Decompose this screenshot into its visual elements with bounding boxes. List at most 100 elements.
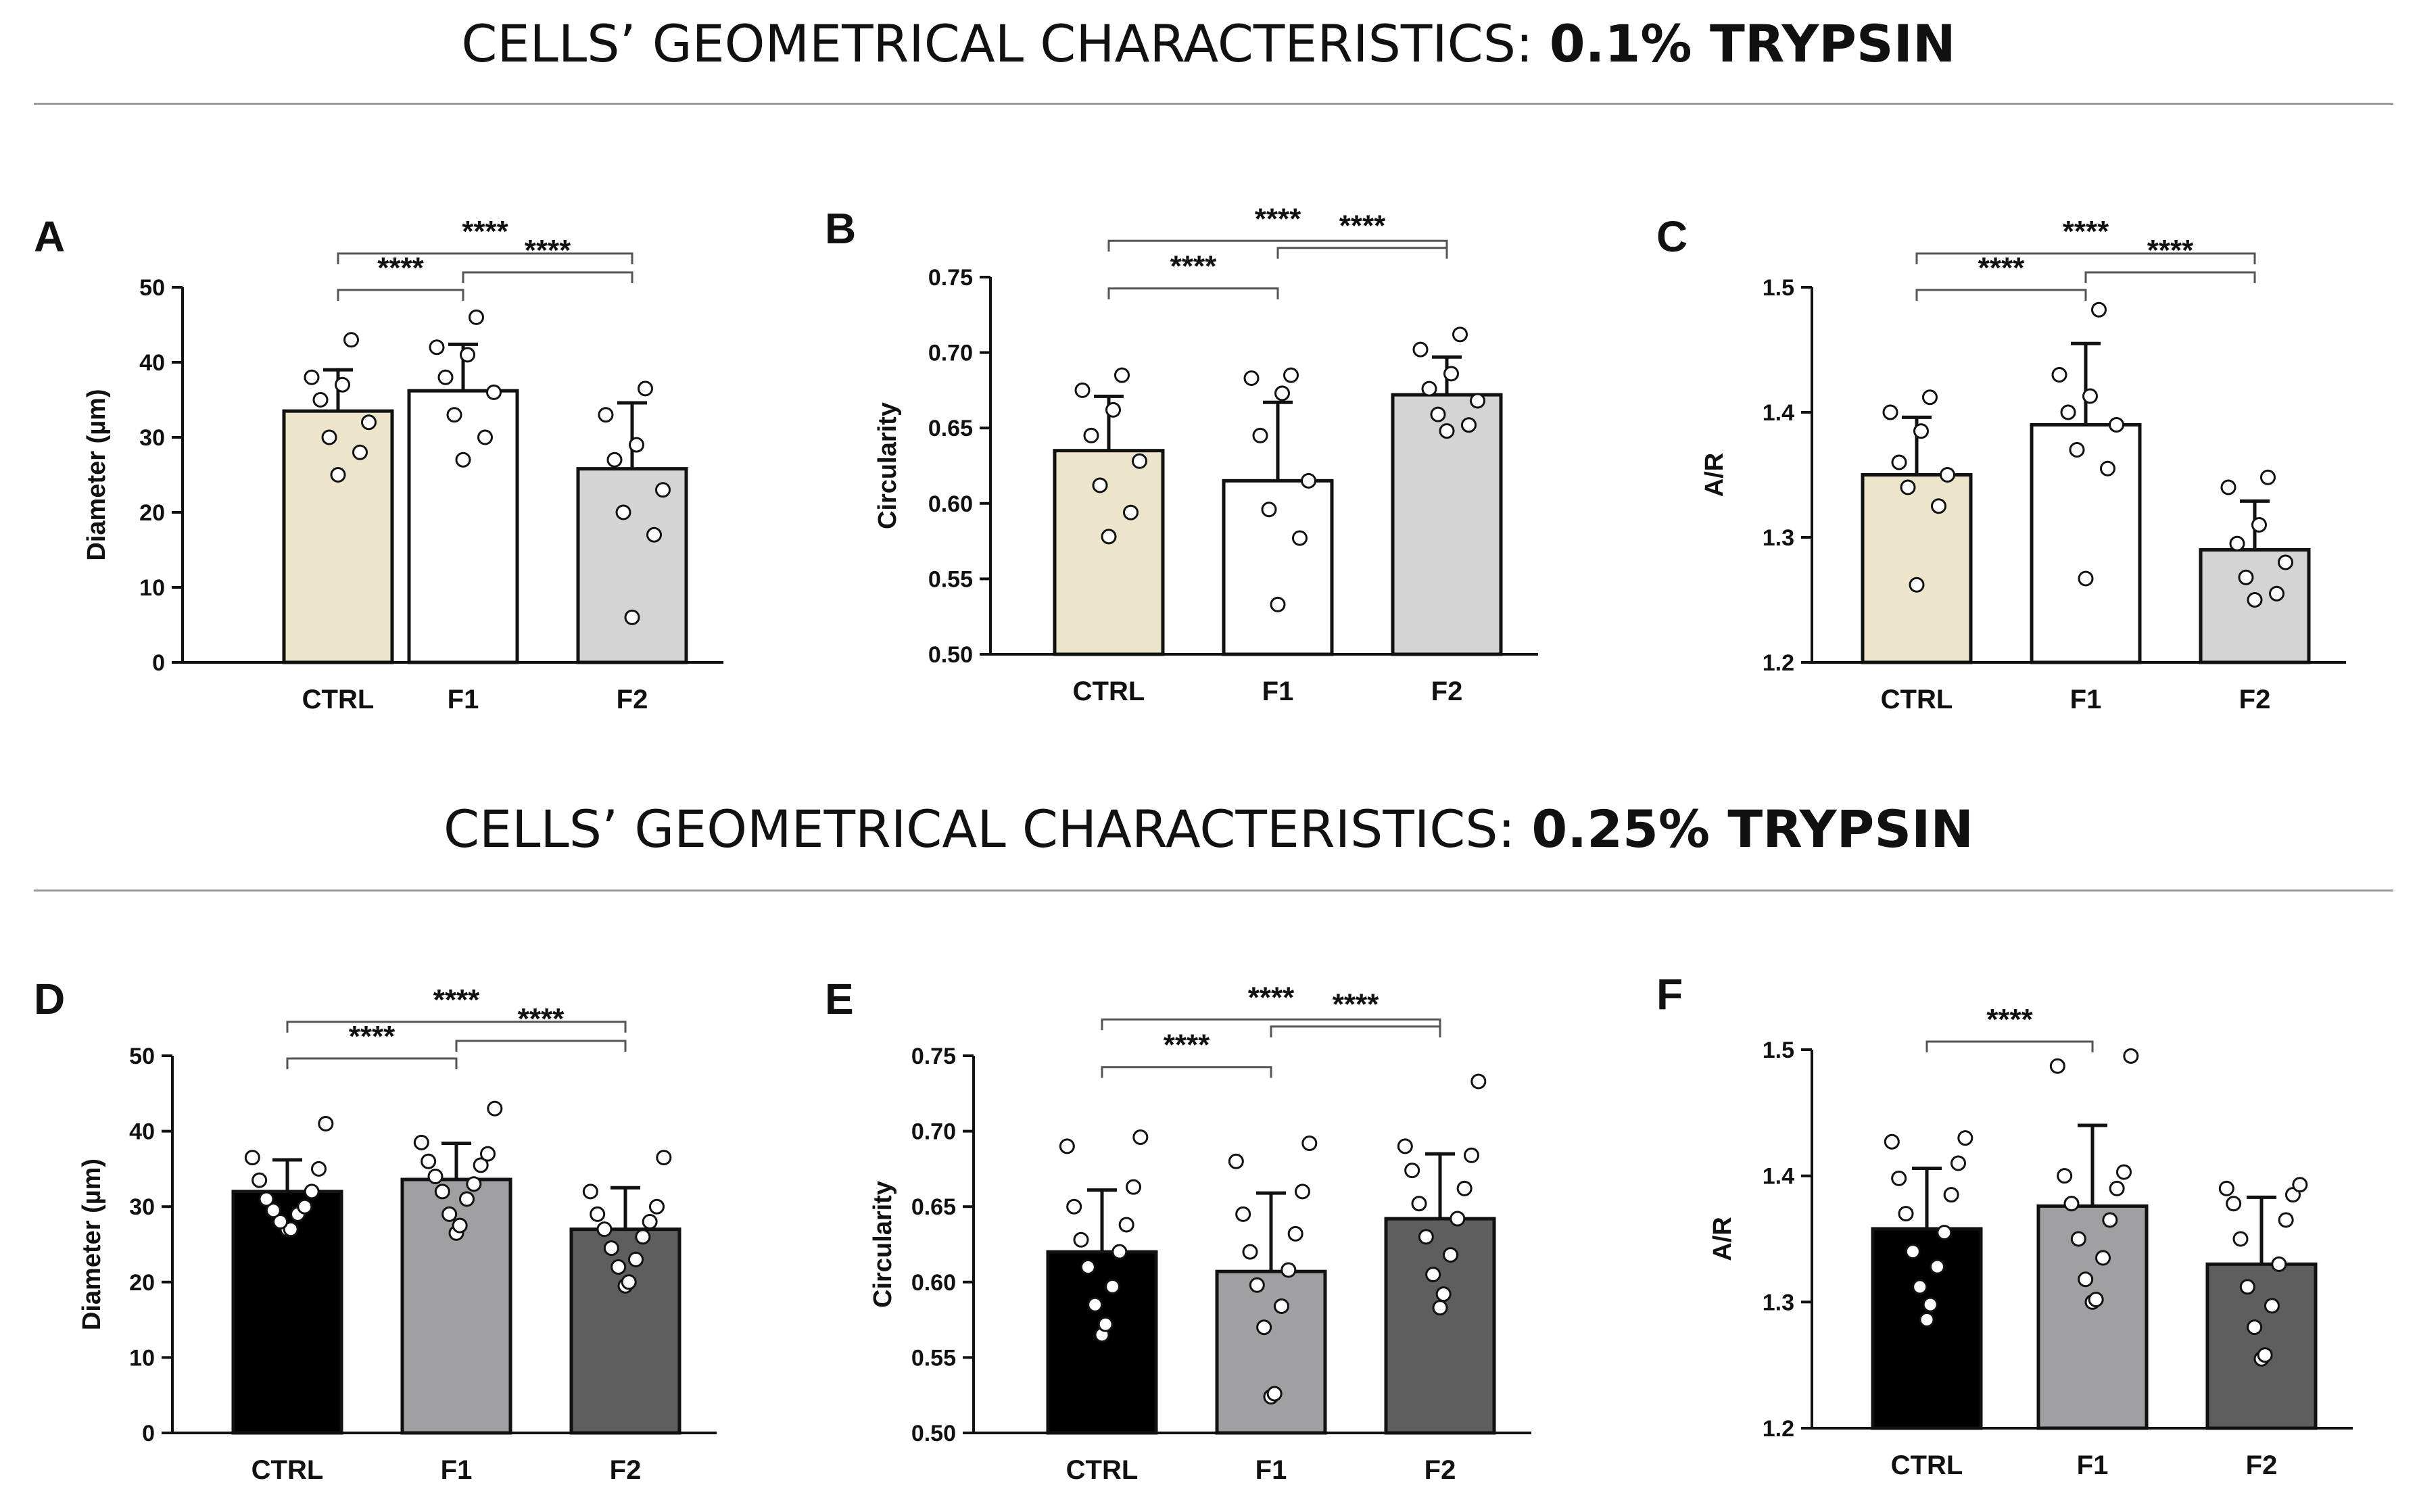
data-point-f2: [596, 1221, 613, 1238]
x-category-label: F1: [2077, 1450, 2109, 1480]
data-point-f2: [1421, 381, 1437, 397]
data-point-f2: [638, 381, 653, 397]
data-point-f2: [2232, 1231, 2249, 1247]
significance-label: ****: [433, 983, 480, 1017]
data-point-ctrl: [330, 467, 346, 483]
bar-f2: [576, 467, 688, 664]
data-point-ctrl: [1898, 1206, 1914, 1222]
data-point-ctrl: [1097, 1316, 1114, 1332]
data-point-f1: [2123, 1048, 2139, 1064]
y-tick-label: 0.55: [928, 566, 973, 592]
panel-label-e: E: [825, 975, 854, 1023]
data-point-ctrl: [1123, 504, 1139, 520]
data-point-f1: [2100, 460, 2115, 477]
chart-panel-f: F A/R 1.2 1.3 1.4 1.5 CTRL F1 F2 ****: [1656, 970, 2353, 1480]
data-point-f1: [1252, 427, 1268, 443]
data-point-ctrl: [244, 1150, 260, 1166]
y-tick-label: 1.2: [1763, 650, 1794, 676]
section-divider-bottom: [34, 889, 2393, 892]
data-point-f1: [459, 1191, 475, 1207]
y-tick-label: 0.75: [911, 1044, 956, 1069]
data-point-f2: [1452, 326, 1468, 343]
data-point-ctrl: [311, 1161, 327, 1177]
data-point-f2: [1450, 1211, 1466, 1227]
y-tick-label: 0.60: [928, 491, 973, 517]
significance-label: ****: [525, 234, 571, 267]
data-point-f2: [2260, 469, 2276, 485]
data-point-f2: [628, 1251, 644, 1267]
data-point-ctrl: [1118, 1217, 1134, 1233]
y-tick-label: 0.65: [911, 1194, 956, 1220]
data-point-f1: [1256, 1319, 1272, 1336]
significance-label: ****: [1248, 981, 1295, 1014]
section-title-bottom-prefix: CELLS’ GEOMETRICAL CHARACTERISTICS:: [443, 799, 1532, 859]
data-point-f1: [2051, 367, 2067, 383]
data-point-f1: [1249, 1277, 1265, 1293]
data-point-ctrl: [1909, 577, 1925, 593]
bar-f2: [1384, 1217, 1496, 1435]
data-point-ctrl: [1126, 1179, 1141, 1195]
x-category-label: F2: [617, 685, 648, 714]
data-point-ctrl: [1931, 498, 1946, 514]
data-point-f1: [477, 429, 493, 445]
significance-label: ****: [518, 1002, 565, 1035]
significance-bracket: [286, 1021, 627, 1033]
chart-panel-a: A Diameter (µm) 0 10 20 30 40 50 CTRL F1 F2 **** ***…: [34, 212, 723, 714]
data-point-f1: [2082, 388, 2098, 404]
data-point-f2: [603, 1240, 619, 1257]
data-point-f1: [2091, 301, 2107, 318]
section-title-top-bold: 0.1% TRYPSIN: [1549, 14, 1956, 74]
data-point-ctrl: [1059, 1138, 1075, 1154]
x-category-label: F1: [1262, 677, 1294, 706]
data-point-f1: [429, 339, 445, 356]
significance-label: ****: [377, 251, 424, 285]
data-point-ctrl: [265, 1202, 281, 1219]
data-point-f1: [1283, 367, 1299, 383]
data-point-f2: [1443, 366, 1459, 382]
panel-label-c: C: [1656, 212, 1688, 261]
y-tick-label: 0.50: [911, 1421, 956, 1446]
data-point-ctrl: [1905, 1244, 1921, 1260]
data-point-ctrl: [297, 1198, 313, 1215]
x-category-label: F1: [448, 685, 479, 714]
data-point-f1: [2109, 1180, 2125, 1196]
data-point-f1: [1270, 596, 1286, 612]
y-tick-label: 0.60: [911, 1270, 956, 1296]
significance-label: ****: [349, 1020, 396, 1053]
bar-f1: [1222, 479, 1334, 656]
y-tick-label: 0.65: [928, 416, 973, 441]
data-point-f2: [615, 504, 631, 520]
significance-bracket: [455, 1040, 627, 1052]
data-point-ctrl: [1891, 1170, 1907, 1186]
data-point-ctrl: [1943, 1187, 1959, 1203]
significance-bracket: [1915, 252, 2256, 265]
section-divider-top: [34, 103, 2393, 105]
data-point-ctrl: [1900, 479, 1916, 495]
data-point-f1: [1292, 530, 1308, 546]
data-point-f1: [486, 384, 502, 400]
significance-bracket: [1915, 289, 2087, 301]
data-point-f2: [646, 527, 662, 543]
x-category-label: CTRL: [302, 685, 375, 714]
data-point-f2: [2220, 479, 2236, 495]
data-point-f2: [642, 1214, 658, 1230]
significance-bracket: [1925, 1040, 2094, 1052]
data-point-f1: [446, 407, 462, 423]
bar-ctrl: [1053, 449, 1165, 656]
data-point-f2: [649, 1198, 665, 1215]
data-point-ctrl: [283, 1221, 299, 1238]
data-point-f2: [606, 452, 623, 468]
data-point-ctrl: [1919, 1311, 1935, 1327]
data-point-f2: [1435, 1286, 1452, 1302]
data-point-f2: [629, 437, 644, 453]
data-point-f2: [2247, 1319, 2263, 1336]
data-point-f2: [621, 1274, 637, 1290]
data-point-ctrl: [352, 444, 368, 460]
data-point-ctrl: [1936, 1225, 1953, 1241]
data-point-f1: [480, 1146, 496, 1162]
data-point-f1: [2049, 1058, 2065, 1074]
data-point-ctrl: [258, 1191, 274, 1207]
data-point-f1: [1243, 370, 1260, 387]
data-point-ctrl: [1105, 401, 1121, 418]
significance-label: ****: [1339, 210, 1386, 243]
